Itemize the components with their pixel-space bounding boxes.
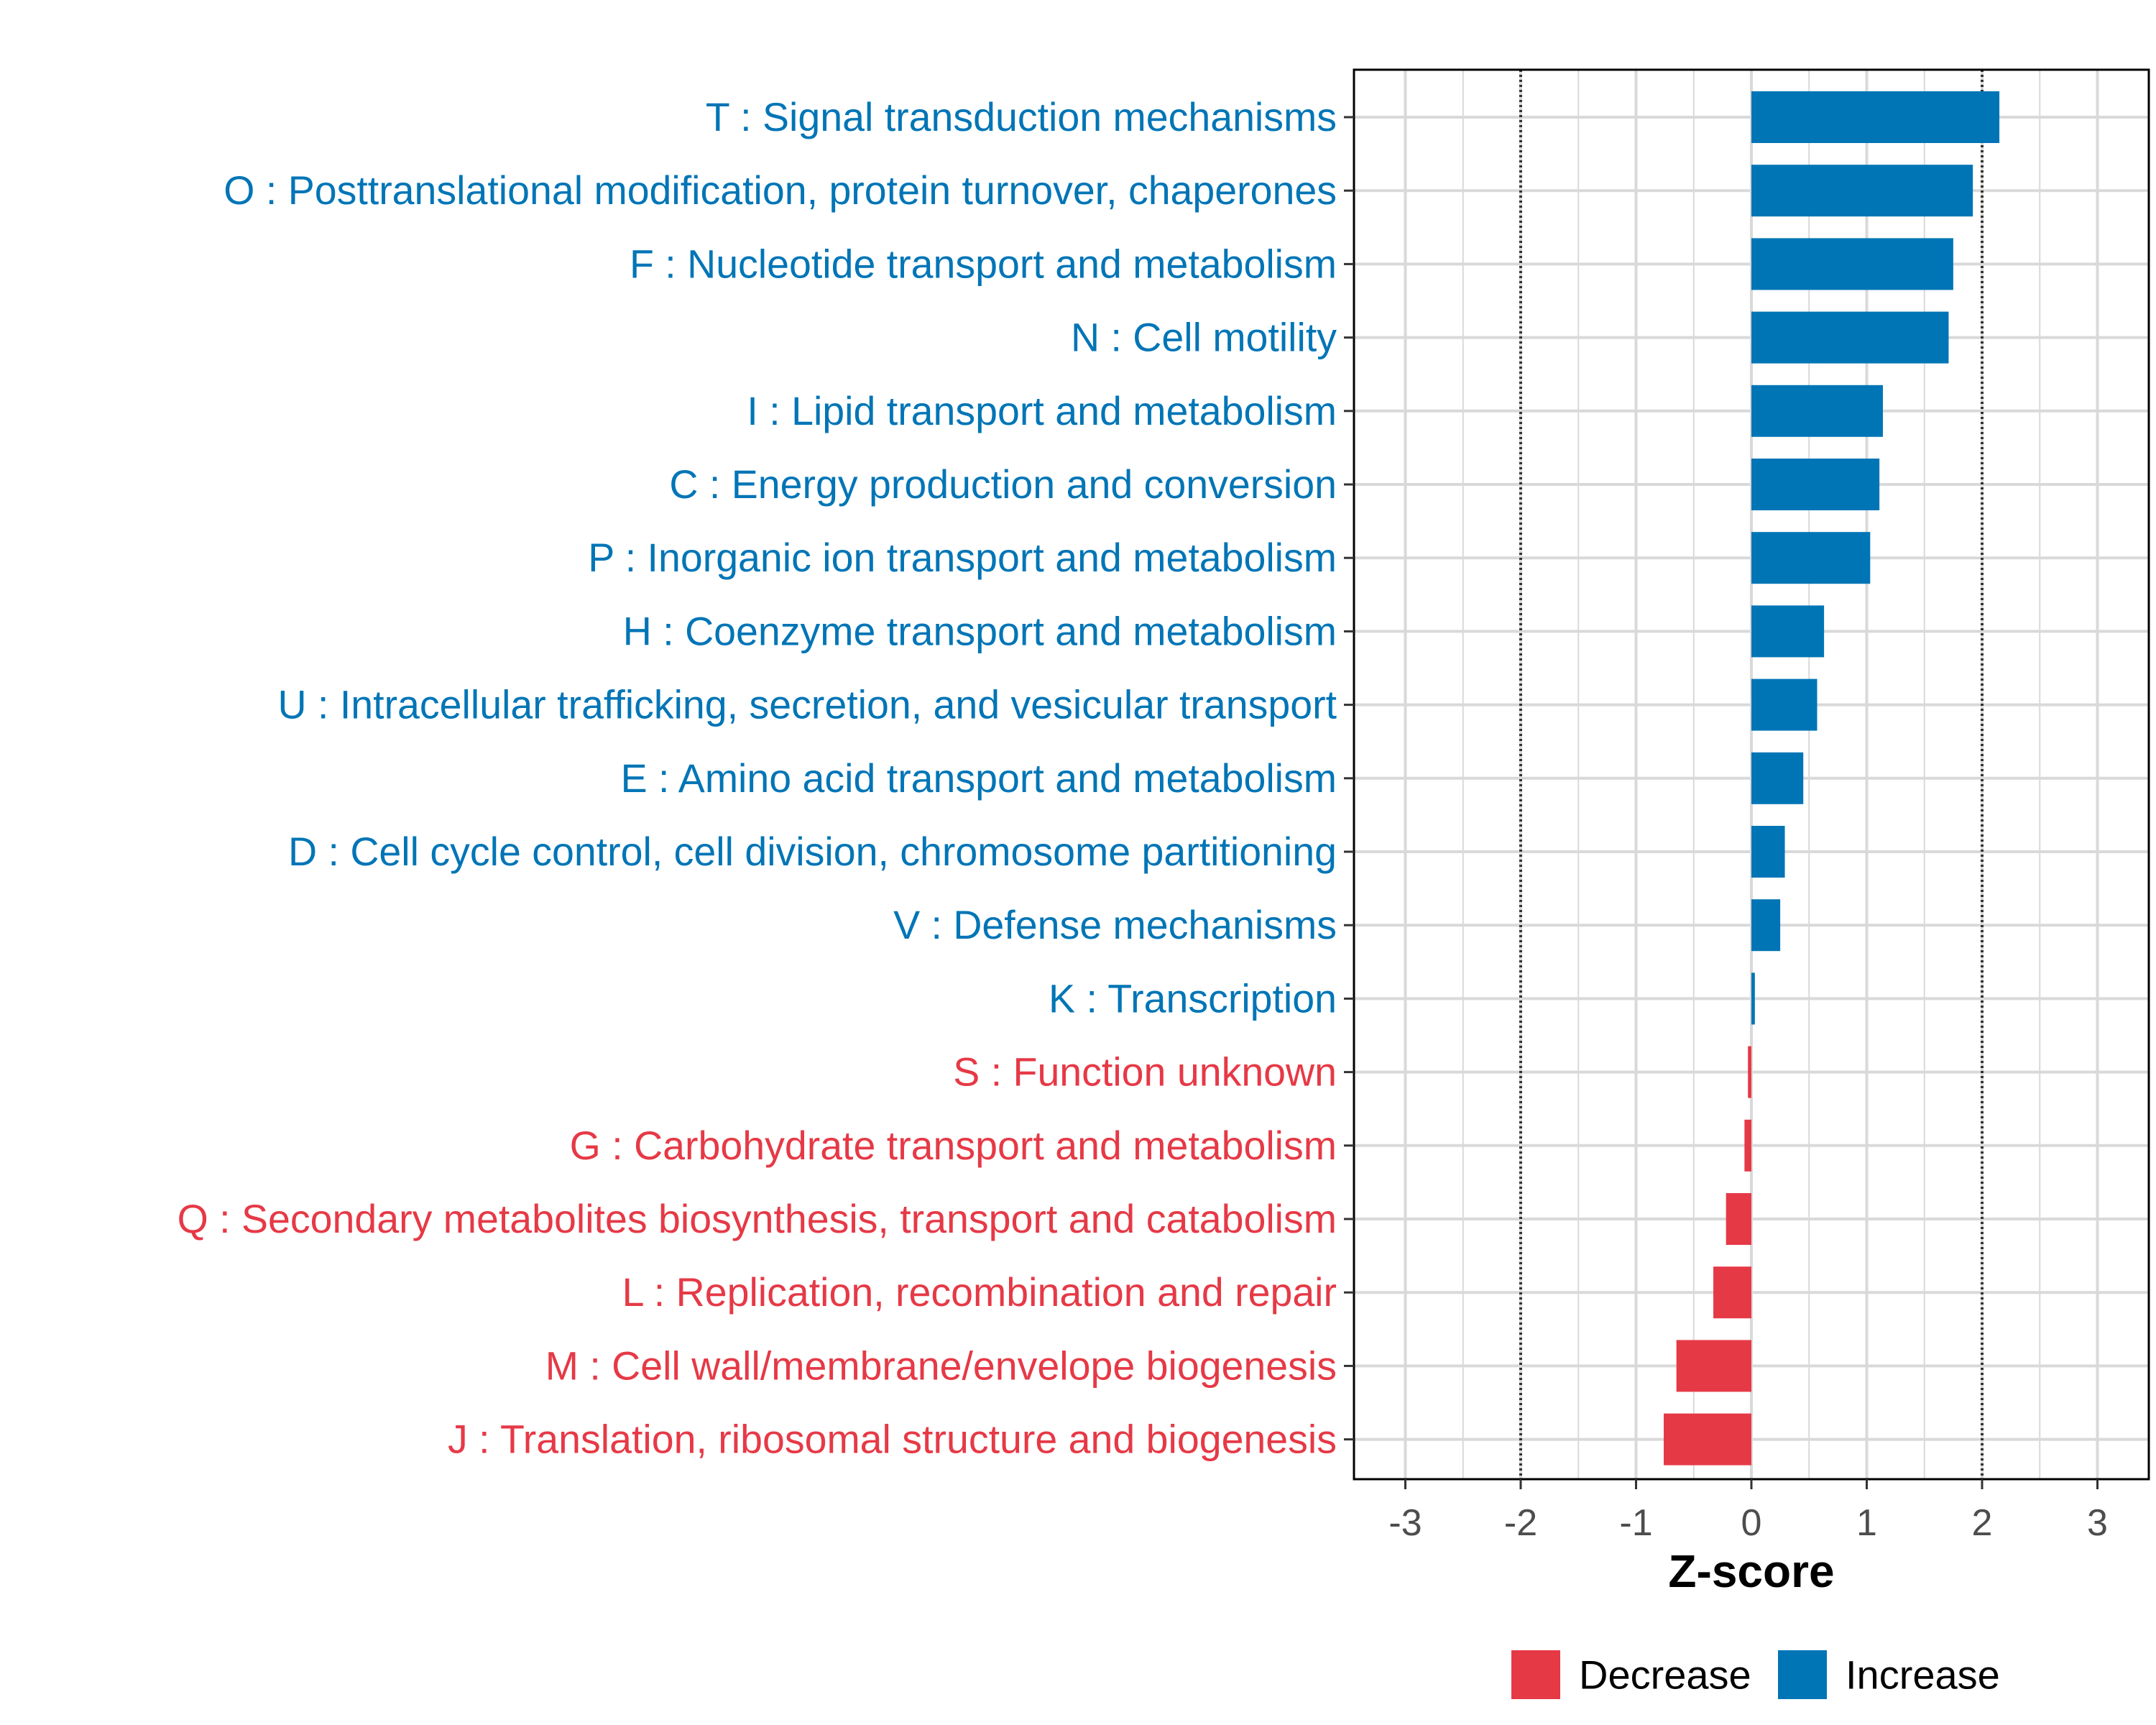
y-category-label: L : Replication, recombination and repai… xyxy=(622,1270,1337,1315)
x-tick-label: 2 xyxy=(1972,1502,1993,1544)
bar xyxy=(1726,1193,1751,1245)
x-tick-label: 3 xyxy=(2087,1502,2108,1544)
y-category-label: T : Signal transduction mechanisms xyxy=(706,95,1337,139)
bar xyxy=(1751,385,1883,437)
y-category-label: Q : Secondary metabolites biosynthesis, … xyxy=(178,1197,1337,1241)
bar xyxy=(1676,1340,1751,1392)
x-tick-label: 1 xyxy=(1856,1502,1877,1544)
bar xyxy=(1751,752,1804,804)
x-tick-label: 0 xyxy=(1741,1502,1762,1544)
bar xyxy=(1748,1046,1751,1098)
bar xyxy=(1751,91,2000,143)
legend: Decrease Increase xyxy=(1511,1650,2000,1699)
bar xyxy=(1751,972,1755,1025)
x-tick-label: -3 xyxy=(1388,1502,1422,1544)
y-category-label: O : Posttranslational modification, prot… xyxy=(224,168,1337,213)
x-axis-title: Z-score xyxy=(1668,1545,1834,1597)
y-category-label: U : Intracellular trafficking, secretion… xyxy=(278,683,1337,727)
legend-label-increase: Increase xyxy=(1846,1652,2000,1698)
y-category-label: H : Coenzyme transport and metabolism xyxy=(623,609,1337,653)
bars xyxy=(1664,91,2000,1466)
y-category-label: G : Carbohydrate transport and metabolis… xyxy=(570,1123,1337,1168)
bar xyxy=(1751,311,1949,364)
reference-lines xyxy=(1519,70,1984,1479)
y-category-label: V : Defense mechanisms xyxy=(893,903,1337,947)
bar xyxy=(1751,459,1880,510)
y-category-label: N : Cell motility xyxy=(1071,316,1337,360)
y-category-label: K : Transcription xyxy=(1049,976,1337,1021)
x-tick-label: -1 xyxy=(1619,1502,1652,1544)
legend-key-increase xyxy=(1778,1650,1827,1699)
y-category-label: M : Cell wall/membrane/envelope biogenes… xyxy=(545,1343,1337,1388)
bar xyxy=(1751,532,1871,584)
bar xyxy=(1751,826,1785,878)
y-category-label: P : Inorganic ion transport and metaboli… xyxy=(588,535,1337,580)
bar xyxy=(1744,1119,1751,1172)
y-category-label: C : Energy production and conversion xyxy=(669,462,1337,507)
x-tick-label: -2 xyxy=(1504,1502,1537,1544)
y-category-label: E : Amino acid transport and metabolism xyxy=(621,756,1337,801)
y-category-label: D : Cell cycle control, cell division, c… xyxy=(288,829,1337,874)
bar xyxy=(1751,238,1953,290)
y-category-label: I : Lipid transport and metabolism xyxy=(747,389,1337,433)
bar xyxy=(1751,678,1818,731)
x-axis-ticks: -3 -2 -1 0 1 2 3 xyxy=(1388,1479,2108,1544)
legend-label-decrease: Decrease xyxy=(1579,1652,1751,1698)
legend-key-decrease xyxy=(1511,1650,1560,1699)
y-category-label: J : Translation, ribosomal structure and… xyxy=(448,1417,1337,1462)
y-category-label: F : Nucleotide transport and metabolism xyxy=(630,242,1337,286)
y-category-label: S : Function unknown xyxy=(953,1050,1337,1095)
bar xyxy=(1751,165,1973,217)
bar xyxy=(1751,605,1825,658)
bar xyxy=(1713,1266,1751,1319)
y-axis-category-labels: T : Signal transduction mechanisms O : Po… xyxy=(178,95,1337,1462)
bar xyxy=(1751,899,1781,952)
y-axis-ticks xyxy=(1344,116,1354,1441)
bar xyxy=(1664,1413,1751,1466)
